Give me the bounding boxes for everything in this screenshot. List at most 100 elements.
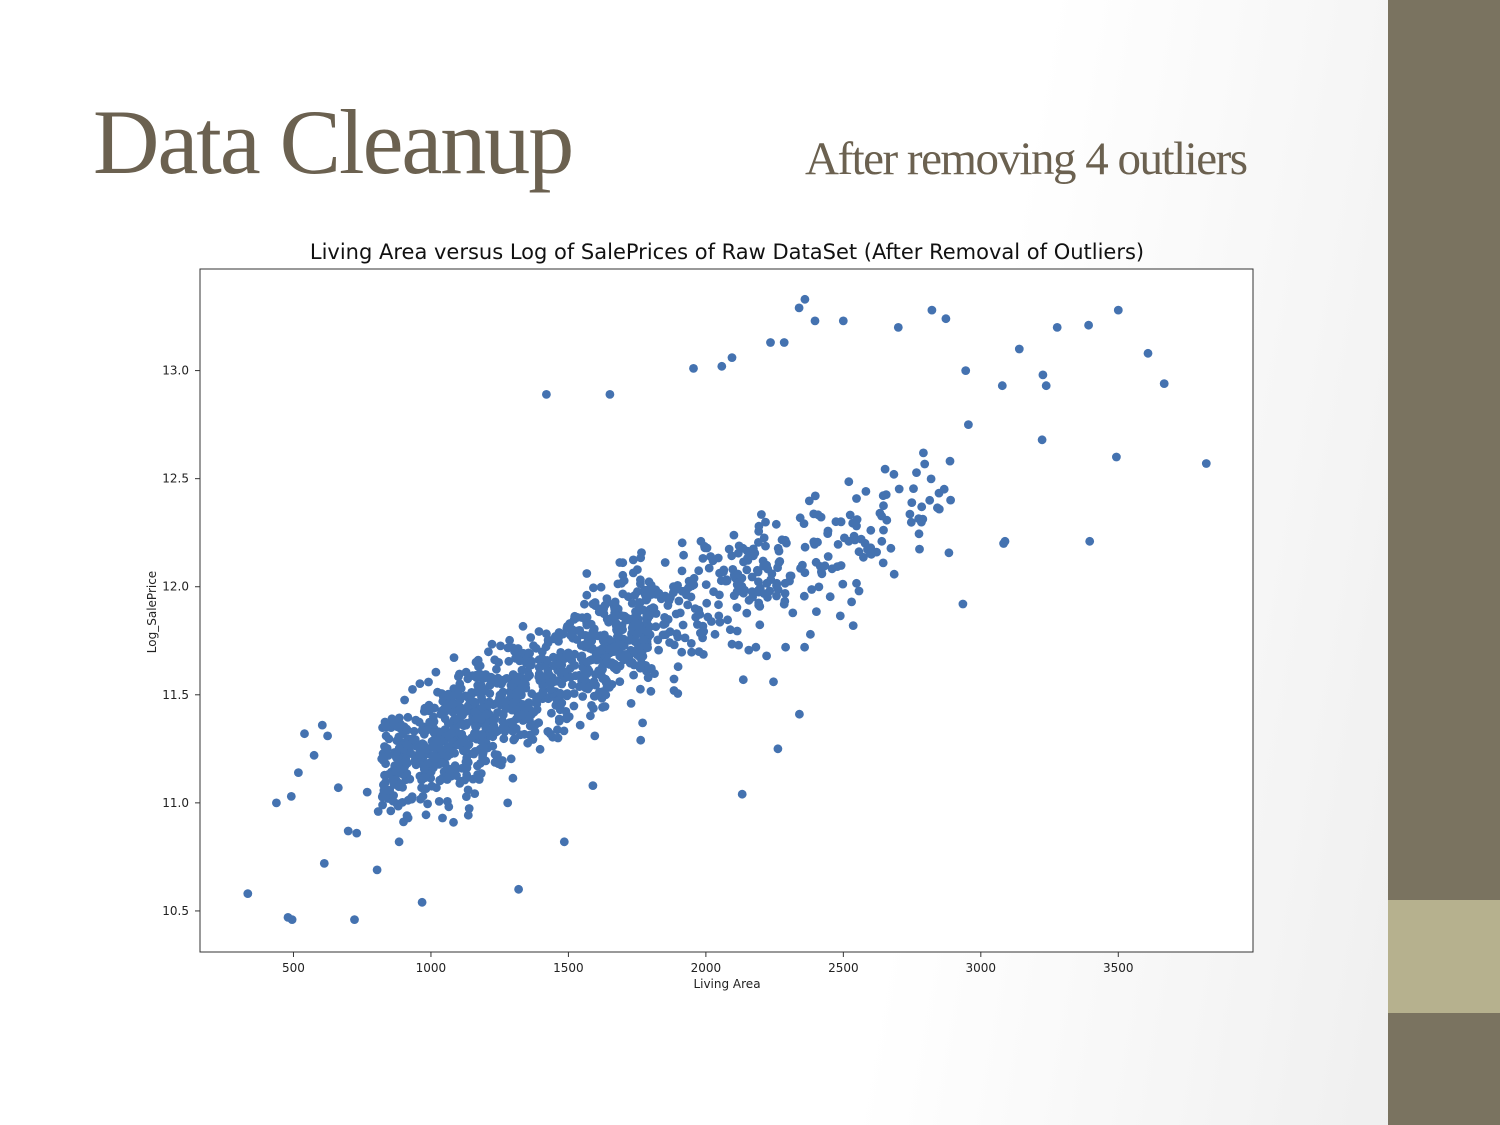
- data-point: [820, 561, 830, 571]
- data-point: [817, 569, 827, 579]
- data-point: [941, 314, 951, 324]
- data-point: [732, 580, 742, 589]
- data-point: [527, 656, 536, 666]
- data-point: [945, 456, 955, 466]
- data-point: [946, 495, 955, 505]
- data-point: [732, 626, 742, 636]
- data-point: [721, 576, 731, 586]
- data-point: [431, 667, 441, 677]
- data-point: [380, 770, 389, 780]
- data-point: [542, 629, 551, 639]
- data-point: [810, 491, 820, 501]
- data-point: [548, 661, 558, 670]
- data-point: [698, 554, 708, 563]
- data-point: [683, 600, 693, 610]
- data-point: [673, 581, 682, 590]
- data-point: [471, 657, 481, 667]
- data-point: [521, 680, 530, 689]
- data-point: [514, 686, 524, 695]
- data-point: [750, 548, 760, 558]
- data-point: [755, 620, 765, 630]
- data-point: [602, 594, 612, 603]
- data-point: [565, 664, 575, 673]
- data-point: [605, 390, 615, 399]
- data-point: [845, 510, 855, 520]
- data-point: [865, 549, 875, 559]
- data-point: [506, 754, 516, 764]
- data-point: [362, 787, 372, 797]
- data-point: [524, 699, 534, 709]
- points-layer: [243, 294, 1211, 924]
- data-point: [602, 656, 612, 666]
- data-point: [534, 663, 544, 672]
- data-point: [383, 751, 393, 760]
- data-point: [854, 547, 864, 557]
- data-point: [800, 294, 810, 304]
- data-point: [476, 714, 486, 724]
- sidebar-accent-block: [1388, 900, 1500, 1013]
- data-point: [630, 612, 640, 622]
- data-point: [906, 517, 916, 527]
- y-tick-label: 10.5: [162, 904, 189, 918]
- data-point: [466, 691, 476, 700]
- data-point: [485, 689, 495, 698]
- data-point: [773, 744, 783, 754]
- data-point: [734, 541, 744, 551]
- data-point: [700, 543, 710, 553]
- data-point: [664, 596, 674, 605]
- data-point: [545, 729, 555, 739]
- data-point: [780, 596, 790, 606]
- data-point: [559, 726, 569, 736]
- data-point: [686, 592, 696, 602]
- data-point: [555, 688, 565, 698]
- data-point: [601, 690, 611, 700]
- data-point: [457, 729, 467, 739]
- data-point: [475, 669, 485, 679]
- data-point: [401, 757, 411, 766]
- data-point: [742, 565, 752, 575]
- data-point: [823, 552, 833, 561]
- data-point: [679, 550, 688, 560]
- data-point: [893, 323, 903, 332]
- data-point: [645, 622, 655, 632]
- data-point: [590, 731, 600, 741]
- data-point: [812, 607, 821, 616]
- data-point: [1037, 435, 1047, 445]
- data-point: [456, 704, 465, 714]
- data-point: [420, 703, 430, 713]
- data-point: [488, 741, 498, 751]
- data-point: [727, 639, 737, 649]
- data-point: [854, 586, 864, 596]
- data-point: [660, 558, 670, 567]
- data-point: [1041, 381, 1051, 391]
- data-point: [518, 621, 528, 631]
- data-point: [477, 692, 486, 702]
- data-point: [613, 579, 623, 589]
- data-point: [444, 802, 454, 812]
- data-point: [762, 560, 771, 570]
- data-point: [754, 577, 763, 587]
- data-point: [757, 510, 766, 519]
- data-point: [391, 748, 401, 758]
- data-point: [431, 753, 441, 762]
- data-point: [866, 525, 876, 535]
- y-tick-label: 11.0: [162, 796, 189, 810]
- data-point: [526, 633, 536, 642]
- data-point: [589, 677, 599, 686]
- data-point: [742, 608, 752, 618]
- data-point: [493, 673, 503, 683]
- data-point: [435, 744, 445, 753]
- data-point: [638, 718, 647, 728]
- data-point: [616, 652, 626, 662]
- data-point: [580, 669, 590, 678]
- data-point: [645, 611, 655, 620]
- data-point: [583, 636, 593, 646]
- data-point: [628, 568, 638, 578]
- data-point: [587, 655, 597, 664]
- data-point: [471, 722, 480, 731]
- data-point: [848, 621, 858, 630]
- data-point: [779, 338, 789, 347]
- data-point: [806, 629, 815, 639]
- data-point: [567, 625, 577, 634]
- data-point: [665, 627, 675, 637]
